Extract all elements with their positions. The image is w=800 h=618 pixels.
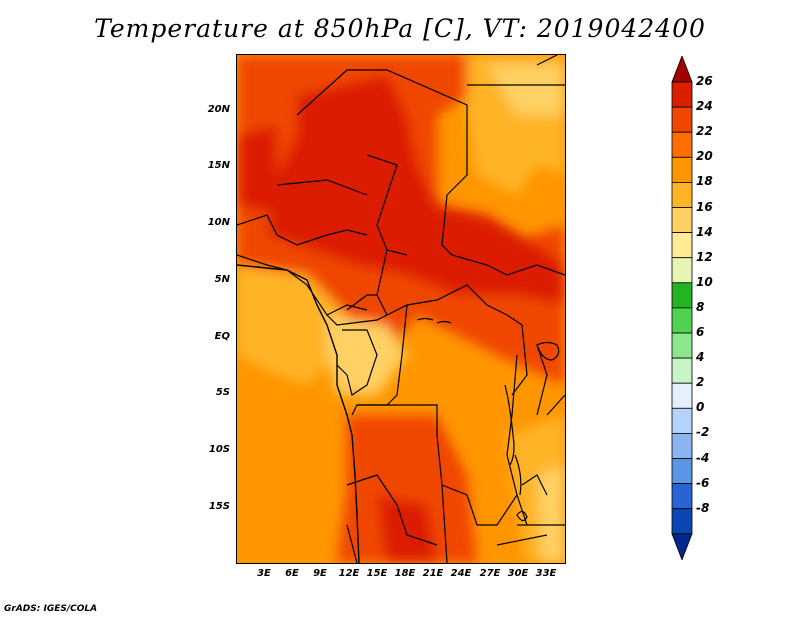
lon-label-12e: 12E xyxy=(338,568,360,579)
colorbar-bottom-arrow xyxy=(671,533,693,560)
lat-label-10s: 10S xyxy=(208,444,230,455)
colorbar-label: 8 xyxy=(696,299,705,314)
colorbar-segment xyxy=(671,81,693,108)
colorbar-label: 18 xyxy=(696,174,713,189)
map-canvas xyxy=(237,55,565,563)
lat-label-eq: EQ xyxy=(214,331,230,342)
colorbar-segment xyxy=(671,207,693,234)
colorbar-label: 24 xyxy=(696,99,713,114)
colorbar-segment xyxy=(671,232,693,259)
colorbar-label: 16 xyxy=(696,199,713,214)
lon-label-21e: 21E xyxy=(422,568,444,579)
temperature-map xyxy=(236,54,566,564)
chart-title: Temperature at 850hPa [C], VT: 201904240… xyxy=(94,14,706,43)
colorbar-label: 2 xyxy=(696,375,705,390)
colorbar-label: -6 xyxy=(696,475,710,490)
colorbar-segment xyxy=(671,106,693,133)
colorbar-segment xyxy=(671,156,693,183)
colorbar-label: 12 xyxy=(696,249,713,264)
coastline xyxy=(237,264,360,563)
lon-label-27e: 27E xyxy=(479,568,501,579)
colorbar-label: 4 xyxy=(696,350,705,365)
temperature-contours xyxy=(237,55,565,563)
lon-label-9e: 9E xyxy=(313,568,327,579)
grads-credit: GrADS: IGES/COLA xyxy=(4,604,98,614)
lat-label-5n: 5N xyxy=(214,274,230,285)
colorbar-segment xyxy=(671,257,693,284)
colorbar-top-arrow xyxy=(671,56,693,83)
colorbar-label: 14 xyxy=(696,224,713,239)
lon-label-30e: 30E xyxy=(507,568,529,579)
colorbar-label: 22 xyxy=(696,124,713,139)
lon-label-6e: 6E xyxy=(285,568,299,579)
colorbar-label: -4 xyxy=(696,450,710,465)
lon-label-18e: 18E xyxy=(394,568,416,579)
colorbar-segments xyxy=(671,56,693,560)
colorbar-label: 10 xyxy=(696,274,713,289)
colorbar-segment xyxy=(671,483,693,510)
colorbar-label: 20 xyxy=(696,149,713,164)
colorbar-label: -2 xyxy=(696,425,710,440)
lon-label-3e: 3E xyxy=(257,568,271,579)
country-borders xyxy=(237,55,565,563)
lat-label-10n: 10N xyxy=(207,217,230,228)
colorbar-segment xyxy=(671,508,693,535)
colorbar-label: -8 xyxy=(696,500,710,515)
lakes xyxy=(416,317,560,522)
colorbar-segment xyxy=(671,332,693,359)
colorbar-label: 26 xyxy=(696,74,713,88)
lat-label-5s: 5S xyxy=(215,387,230,398)
colorbar-segment xyxy=(671,282,693,309)
colorbar-segment xyxy=(671,407,693,434)
colorbar-label: 6 xyxy=(696,325,705,339)
colorbar-segment xyxy=(671,182,693,208)
lon-label-33e: 33E xyxy=(535,568,557,579)
lon-label-15e: 15E xyxy=(366,568,388,579)
colorbar-segment xyxy=(671,131,693,158)
colorbar-segment xyxy=(671,307,693,334)
colorbar-segment xyxy=(671,432,693,459)
lat-label-15n: 15N xyxy=(207,160,230,171)
lat-label-15s: 15S xyxy=(208,501,230,512)
colorbar-label: 0 xyxy=(696,400,705,415)
colorbar-segment xyxy=(671,357,693,384)
colorbar xyxy=(671,56,693,560)
colorbar-segment xyxy=(671,458,693,485)
colorbar-segment xyxy=(671,382,693,409)
lon-label-24e: 24E xyxy=(450,568,472,579)
lat-label-20n: 20N xyxy=(207,104,230,115)
